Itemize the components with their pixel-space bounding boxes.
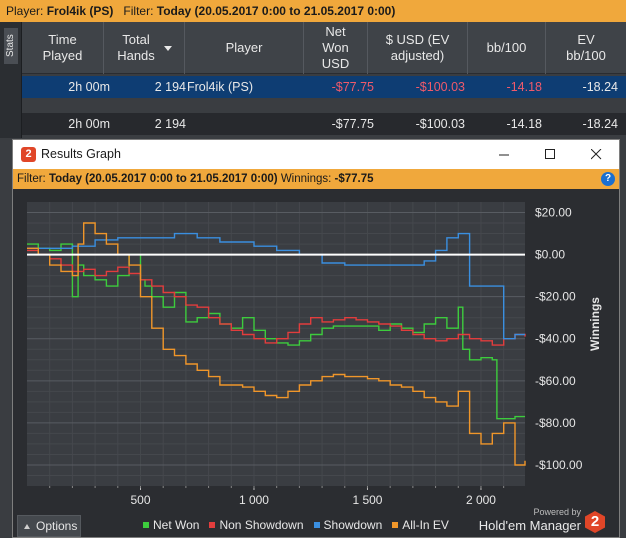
legend-swatch — [392, 522, 399, 528]
sort-descending-icon — [164, 45, 172, 51]
series-line-net-won — [27, 243, 525, 420]
y-tick-label: -$60.00 — [535, 374, 576, 388]
column-header-label: Total Hands — [117, 32, 155, 63]
y-tick-label: -$100.00 — [535, 458, 583, 472]
x-tick-label: 1 500 — [352, 493, 382, 507]
help-icon[interactable]: ? — [601, 172, 615, 186]
legend-swatch — [209, 522, 216, 528]
cell-bb100: -14.18 — [506, 80, 542, 94]
close-button[interactable] — [573, 140, 619, 169]
cell-ev-bb100: -18.24 — [582, 80, 618, 94]
y-tick-label: -$40.00 — [535, 332, 576, 346]
column-header-total-hands[interactable]: Total Hands — [104, 22, 185, 74]
series-line-non-showdown — [27, 249, 526, 346]
close-icon — [590, 149, 601, 160]
legend-label: Showdown — [323, 518, 383, 532]
column-header-label: $ USD (EV adjusted) — [385, 32, 450, 63]
cell-player: Frol4ik (PS) — [187, 80, 253, 94]
minimize-button[interactable] — [481, 140, 527, 169]
series-line-showdown — [27, 232, 525, 340]
y-tick-label: $20.00 — [535, 206, 572, 220]
cell-time-played: 2h 00m — [68, 80, 110, 94]
column-header-player[interactable]: Player — [185, 22, 304, 74]
total-time-played: 2h 00m — [68, 117, 110, 131]
player-value: Frol4ik (PS) — [46, 4, 114, 18]
column-header-label: Net Won USD — [321, 24, 350, 71]
stats-tab-label[interactable]: Stats — [4, 28, 18, 64]
triangle-up-icon — [24, 524, 30, 529]
maximize-button[interactable] — [527, 140, 573, 169]
filter-value: Today (20.05.2017 0:00 to 21.05.2017 0:0… — [156, 4, 396, 18]
y-tick-label: $0.00 — [535, 248, 565, 262]
total-ev-usd: -$100.03 — [415, 117, 465, 131]
column-header-label: Time Played — [42, 32, 83, 63]
graph-filter-bar: Filter: Today (20.05.2017 0:00 to 21.05.… — [13, 169, 619, 189]
table-total-row: 2h 00m 2 194 -$77.75 -$100.03 -14.18 -18… — [22, 113, 626, 135]
x-tick-label: 1 000 — [239, 493, 269, 507]
powered-by-text: Powered by — [533, 507, 581, 517]
stats-side-tab[interactable]: Stats — [0, 22, 22, 138]
hm2-logo-icon: 2 — [585, 511, 605, 533]
x-tick-label: 2 000 — [466, 493, 496, 507]
total-net-won: -$77.75 — [331, 117, 374, 131]
column-header-label: EV bb/100 — [566, 32, 606, 63]
filter-label: Filter: — [123, 4, 154, 18]
series-line-all-in-ev — [27, 222, 526, 466]
column-header-time-played[interactable]: Time Played — [22, 22, 104, 74]
y-axis-title: Winnings — [588, 297, 602, 351]
results-chart: 500 1 000 1 500 2 000 $20.00 $0.00 -$20.00 -$40… — [27, 202, 602, 507]
stats-filter-bar: Player: Frol4ik (PS) Filter: Today (20.0… — [0, 0, 626, 22]
cell-net-won: -$77.75 — [331, 80, 374, 94]
graph-filter-value: Today (20.05.2017 0:00 to 21.05.2017 0:0… — [48, 173, 278, 185]
legend-swatch — [313, 522, 320, 528]
column-header-label: Player — [225, 40, 263, 55]
column-header-ev-bb100[interactable]: EV bb/100 — [546, 22, 626, 74]
table-row[interactable]: 2h 00m 2 194 Frol4ik (PS) -$77.75 -$100.… — [22, 76, 626, 98]
graph-filter-label: Filter: — [17, 173, 46, 185]
options-label: Options — [36, 519, 78, 533]
legend-item-showdown[interactable]: Showdown — [313, 517, 383, 533]
legend-item-net-won[interactable]: Net Won — [143, 517, 199, 533]
player-label: Player: — [6, 4, 44, 18]
total-total-hands: 2 194 — [154, 117, 186, 131]
brand-block: Powered by Hold'em Manager 2 — [479, 507, 605, 534]
legend-label: All-In EV — [402, 518, 449, 532]
column-header-net-won[interactable]: Net Won USD — [304, 22, 368, 74]
legend-item-all-in-ev[interactable]: All-In EV — [392, 517, 449, 533]
winnings-label: Winnings: — [280, 173, 332, 185]
winnings-value: -$77.75 — [334, 173, 374, 185]
options-button[interactable]: Options — [17, 515, 81, 537]
hm2-app-icon: 2 — [21, 147, 36, 162]
y-tick-label: -$20.00 — [535, 290, 576, 304]
table-header: Time Played Total Hands Player Net Won U… — [22, 22, 626, 74]
chart-legend: Net Won Non Showdown Showdown All-In EV — [143, 517, 449, 533]
legend-label: Net Won — [153, 518, 200, 532]
plot-background — [27, 202, 525, 486]
stats-table: Time Played Total Hands Player Net Won U… — [22, 22, 626, 135]
column-header-bb100[interactable]: bb/100 — [468, 22, 546, 74]
minimize-icon — [498, 154, 509, 156]
cell-total-hands: 2 194 — [154, 80, 186, 94]
window-titlebar[interactable]: 2 Results Graph — [13, 140, 619, 169]
legend-label: Non Showdown — [219, 518, 304, 532]
y-tick-label: -$80.00 — [535, 416, 576, 430]
cell-ev-usd: -$100.03 — [415, 80, 465, 94]
total-ev-bb100: -18.24 — [582, 117, 618, 131]
total-bb100: -14.18 — [506, 117, 542, 131]
legend-item-non-showdown[interactable]: Non Showdown — [209, 517, 304, 533]
window-title: Results Graph — [41, 147, 121, 161]
results-graph-window: 2 Results Graph Filter: Today (20.05.201… — [12, 139, 620, 538]
maximize-icon — [544, 149, 555, 159]
column-header-label: bb/100 — [486, 40, 527, 55]
legend-swatch — [143, 522, 149, 528]
brand-name: Hold'em Manager — [478, 518, 581, 533]
x-tick-label: 500 — [130, 493, 150, 507]
column-header-ev-usd[interactable]: $ USD (EV adjusted) — [368, 22, 468, 74]
